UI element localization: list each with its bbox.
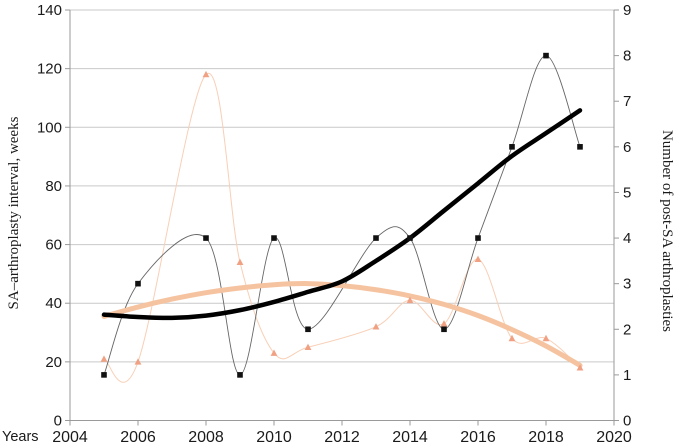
interval-data-point — [542, 334, 550, 342]
interval-data-point — [508, 334, 516, 342]
count-data-point — [441, 326, 447, 333]
count-data-point — [237, 372, 243, 378]
x-axis-tick-label: 2014 — [392, 429, 428, 446]
left-axis-tick-label: 20 — [45, 354, 62, 371]
right-axis-tick-label: 0 — [623, 413, 631, 430]
interval-data-point — [100, 355, 108, 362]
count-data-point — [475, 235, 481, 241]
count-data-point — [407, 235, 413, 241]
x-axis-tick-label: 2012 — [324, 429, 360, 446]
x-axis-title: Years — [2, 429, 39, 445]
right-axis-tick-label: 5 — [623, 184, 631, 201]
left-axis-tick-label: 100 — [37, 119, 62, 136]
count-data-point — [101, 372, 107, 378]
interval-data-point — [576, 364, 584, 371]
interval-data-point — [304, 343, 312, 350]
left-axis-tick-label: 80 — [45, 178, 62, 195]
right-axis-tick-label: 2 — [623, 321, 631, 338]
right-axis-tick-label: 6 — [623, 139, 631, 156]
left-y-axis-title: SA–arthroplasty interval, weeks — [6, 116, 22, 310]
x-axis-tick-label: 2010 — [256, 429, 292, 446]
x-axis-tick-label: 2016 — [460, 429, 496, 446]
right-y-axis-title: Number of post-SA arthroplasties — [659, 129, 675, 333]
interval-data-point — [372, 323, 380, 330]
left-axis-tick-label: 40 — [45, 295, 62, 312]
count-data-point — [543, 52, 549, 59]
count-data-point — [577, 144, 583, 150]
right-axis-tick-label: 4 — [623, 230, 631, 247]
left-axis-tick-label: 120 — [37, 61, 62, 78]
count-data-point — [135, 280, 141, 287]
x-axis-tick-label: 2020 — [596, 429, 632, 446]
count-data-point — [271, 235, 277, 241]
x-axis-tick-label: 2004 — [52, 429, 88, 446]
right-axis-tick-label: 9 — [623, 2, 631, 19]
interval-data-line — [103, 72, 581, 383]
count-data-point — [305, 326, 311, 333]
interval-data-point — [474, 255, 482, 263]
right-axis-tick-label: 3 — [623, 276, 631, 293]
right-axis-tick-label: 7 — [623, 93, 631, 110]
interval-data-point — [270, 349, 278, 356]
right-axis-tick-label: 8 — [623, 48, 631, 65]
count-data-point — [509, 144, 515, 150]
interval-data-point — [202, 70, 210, 78]
interval-trend-line — [101, 281, 583, 368]
right-axis-tick-label: 1 — [623, 367, 631, 384]
interval-data-point — [406, 296, 414, 304]
left-axis-tick-label: 60 — [45, 237, 62, 254]
interval-data-point — [134, 358, 142, 365]
x-axis-tick-label: 2018 — [528, 429, 564, 446]
x-axis-tick-label: 2008 — [188, 429, 224, 446]
count-data-point — [203, 235, 209, 241]
interval-data-point — [236, 258, 244, 265]
count-trend-line — [101, 108, 583, 321]
count-data-point — [373, 235, 379, 241]
x-axis-tick-label: 2006 — [120, 429, 156, 446]
left-axis-tick-label: 140 — [37, 2, 62, 19]
left-axis-tick-label: 0 — [54, 413, 62, 430]
interval-data-point — [440, 320, 448, 327]
